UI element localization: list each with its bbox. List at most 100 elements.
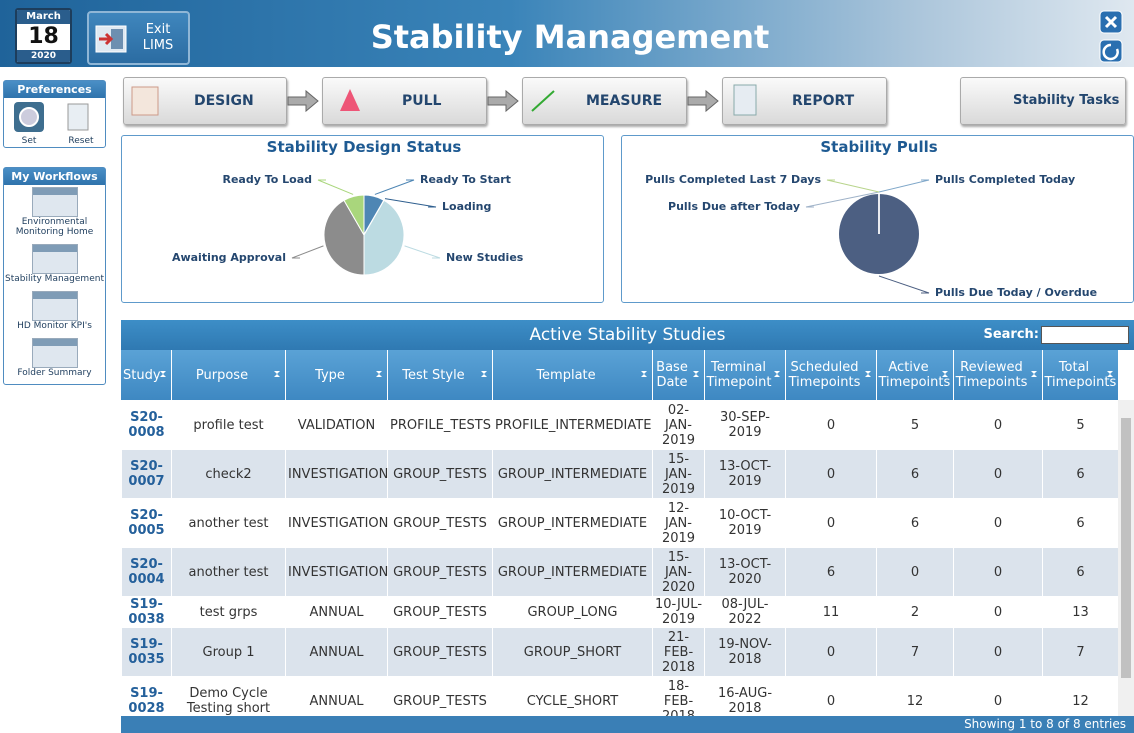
table-body: S20-0008 profile test VALIDATION PROFILE_TE… — [121, 400, 1118, 716]
thumbnail — [31, 291, 78, 321]
search-label: Search: — [983, 327, 1039, 342]
cell: 0 — [953, 400, 1043, 450]
cell: 5 — [1042, 400, 1118, 450]
measure-button[interactable]: MEASURE — [522, 77, 687, 125]
table-title: Active Stability Studies — [529, 325, 726, 345]
exit-button[interactable]: Exit LIMS — [87, 11, 190, 65]
cell: 0 — [785, 400, 877, 450]
slice-label: Pulls Due after Today — [668, 200, 800, 213]
cell: 30-SEP-2019 — [704, 400, 786, 450]
cell: test grps — [171, 596, 286, 628]
cell: 0 — [785, 449, 877, 499]
table-row: S20-0008 profile test VALIDATION PROFILE_TE… — [121, 400, 1118, 450]
scrollbar[interactable] — [1118, 400, 1134, 716]
pie-slice — [323, 199, 365, 276]
cell: 5 — [876, 400, 954, 450]
cell: 0 — [953, 498, 1043, 548]
column-header[interactable]: Purpose — [171, 350, 286, 400]
column-header[interactable]: Test Style — [387, 350, 493, 400]
pref-icons[interactable] — [12, 101, 102, 133]
cell: 16-AUG-2018 — [704, 676, 786, 716]
cell: check2 — [171, 449, 286, 499]
pie-slice — [343, 194, 365, 237]
scroll-thumb[interactable] — [1121, 418, 1131, 678]
workflow-label: Folder Summary — [17, 368, 92, 378]
panel-title: Stability Design Status — [267, 138, 462, 156]
rows: S20-0008 profile test VALIDATION PROFILE_TE… — [121, 400, 1118, 716]
nav-label: MEASURE — [586, 93, 663, 109]
cell: GROUP_TESTS — [387, 449, 493, 499]
reset-label[interactable]: Reset — [68, 136, 94, 146]
studies-table: Active Stability Studies Search: Study Pu… — [121, 320, 1134, 733]
cell: 6 — [1042, 547, 1118, 597]
workflow-list: Environmental Monitoring Home Stability … — [4, 185, 105, 385]
slice-label: Pulls Completed Last 7 Days — [645, 173, 821, 186]
cell: INVESTIGATION — [285, 498, 388, 548]
tasks-button[interactable]: Stability Tasks — [960, 77, 1126, 125]
column-header[interactable]: Total Timepoints — [1042, 350, 1119, 400]
cell: ANNUAL — [285, 627, 388, 677]
table-row: S19-0028 Demo Cycle Testing short ANNUAL GR… — [121, 676, 1118, 716]
workflow[interactable]: Stability Management — [4, 244, 105, 291]
leader-line — [374, 179, 415, 195]
column-header[interactable]: Active Timepoints — [876, 350, 954, 400]
nav-decor — [131, 84, 757, 116]
cell: 13-OCT-2019 — [704, 449, 786, 499]
cell: 13-OCT-2020 — [704, 547, 786, 597]
workflow[interactable]: Folder Summary — [4, 338, 105, 385]
study-id: S20-0005 — [121, 498, 172, 548]
leader-line — [878, 275, 930, 294]
box-title: My Workflows — [4, 168, 105, 185]
column-header[interactable]: Type — [285, 350, 388, 400]
search: Search: — [983, 320, 1129, 350]
column-header[interactable]: Base Date — [652, 350, 705, 400]
cell: 15-JAN-2019 — [652, 449, 705, 499]
cell: GROUP_INTERMEDIATE — [492, 449, 653, 499]
cell: 15-JAN-2020 — [652, 547, 705, 597]
nav-label: Stability Tasks — [1013, 93, 1120, 108]
slice-label: Pulls Completed Today — [935, 173, 1075, 186]
study-id: S19-0038 — [121, 596, 172, 628]
column-header[interactable]: Scheduled Timepoints — [785, 350, 877, 400]
cell: 6 — [876, 498, 954, 548]
workflow[interactable]: HD Monitor KPI's — [4, 291, 105, 338]
set-label[interactable]: Set — [21, 136, 37, 146]
column-header[interactable]: Terminal Timepoint — [704, 350, 786, 400]
nav-label: DESIGN — [194, 93, 254, 109]
cell: 6 — [1042, 449, 1118, 499]
cell: 12-JAN-2019 — [652, 498, 705, 548]
study-id: S19-0028 — [121, 676, 172, 716]
cell: 12 — [1042, 676, 1118, 716]
table-row: S20-0007 check2 INVESTIGATION GROUP_TESTS GR… — [121, 449, 1118, 499]
year: 2020 — [17, 50, 70, 62]
cell: GROUP_TESTS — [387, 498, 493, 548]
cell: Group 1 — [171, 627, 286, 677]
cell: 0 — [953, 627, 1043, 677]
cell: GROUP_SHORT — [492, 627, 653, 677]
slice-label: Loading — [442, 200, 491, 213]
cell: 19-NOV-2018 — [704, 627, 786, 677]
cell: 11 — [785, 596, 877, 628]
search-input[interactable] — [1041, 325, 1129, 344]
cell: GROUP_INTERMEDIATE — [492, 498, 653, 548]
slice-label: Pulls Due Today / Overdue — [935, 286, 1097, 299]
table-row: S20-0005 another test INVESTIGATION GROUP_T… — [121, 498, 1118, 548]
cell: 21-FEB-2018 — [652, 627, 705, 677]
study-id: S20-0004 — [121, 547, 172, 597]
workflow-label: HD Monitor KPI's — [17, 321, 92, 331]
thumbnail — [31, 187, 78, 217]
cell: INVESTIGATION — [285, 547, 388, 597]
cell: ANNUAL — [285, 676, 388, 716]
pie-slice — [363, 199, 405, 276]
window-controls[interactable] — [1099, 10, 1125, 66]
column-header[interactable]: Reviewed Timepoints — [953, 350, 1043, 400]
cell: 0 — [876, 547, 954, 597]
cell: GROUP_LONG — [492, 596, 653, 628]
thumbnail — [31, 244, 78, 274]
workflow[interactable]: Environmental Monitoring Home — [4, 187, 105, 244]
column-header[interactable]: Template — [492, 350, 653, 400]
leader-line — [826, 179, 880, 193]
study-id: S19-0035 — [121, 627, 172, 677]
column-header[interactable]: Study — [121, 350, 172, 400]
cell: another test — [171, 498, 286, 548]
